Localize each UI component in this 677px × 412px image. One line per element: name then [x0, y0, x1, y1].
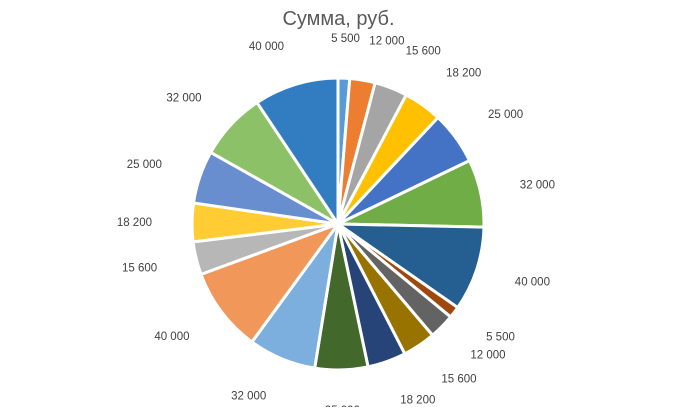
data-label: 15 600 [122, 263, 157, 275]
data-label: 32 000 [231, 391, 266, 403]
pie-slice [336, 222, 486, 310]
data-label: 40 000 [154, 331, 189, 343]
data-label: 18 200 [117, 217, 152, 229]
data-label: 40 000 [249, 41, 284, 53]
data-label: 25 000 [488, 109, 523, 121]
data-label: 15 600 [441, 374, 476, 386]
pie-slice [255, 76, 340, 226]
data-label: 25 000 [127, 159, 162, 171]
pie-slice [199, 222, 340, 344]
data-label: 18 200 [400, 394, 435, 406]
data-label: 12 000 [470, 350, 505, 362]
data-label: 32 000 [520, 180, 555, 192]
data-label: 18 200 [446, 68, 481, 80]
data-label: 32 000 [166, 93, 201, 105]
data-label: 15 600 [406, 46, 441, 58]
data-label: 5 500 [331, 33, 360, 45]
data-label: 40 000 [515, 277, 550, 289]
data-label: 5 500 [486, 332, 515, 344]
data-label: 12 000 [369, 36, 404, 48]
chart-title: Сумма, руб. [282, 8, 395, 30]
